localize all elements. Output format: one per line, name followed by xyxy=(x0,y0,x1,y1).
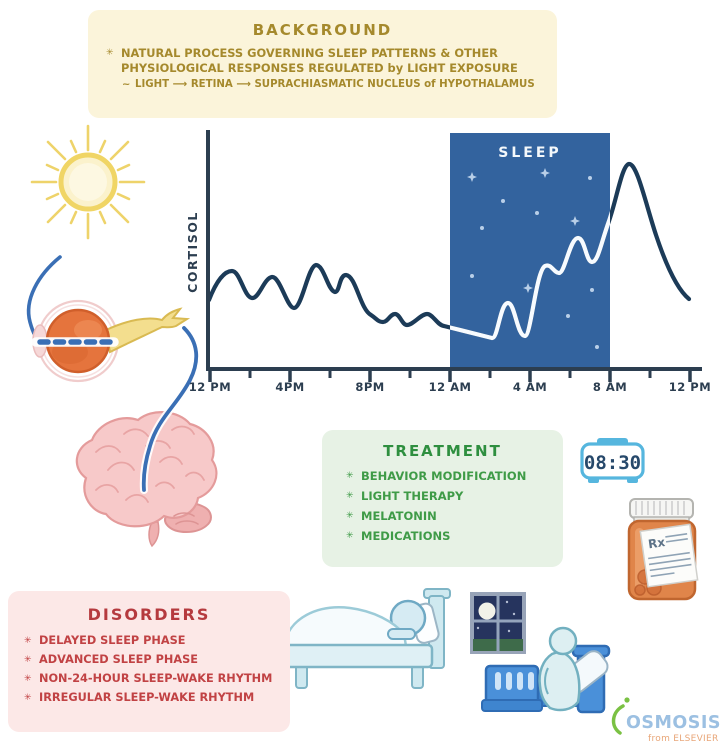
y-axis-label: CORTISOL xyxy=(185,211,200,293)
logo-leaf-icon xyxy=(611,704,625,735)
treatment-item: MEDICATIONS xyxy=(361,529,451,543)
logo-brand: OSMOSIS xyxy=(626,713,720,733)
list-item: ✳ ADVANCED SLEEP PHASE xyxy=(24,653,284,666)
disorders-title: DISORDERS xyxy=(87,605,211,624)
tick-label: 4 AM xyxy=(513,380,547,394)
tick-label: 12 PM xyxy=(189,380,231,394)
eye-icon xyxy=(31,299,191,383)
background-bullet: NATURAL PROCESS GOVERNING SLEEP PATTERNS… xyxy=(121,46,518,76)
star-icon xyxy=(570,216,580,226)
list-item: ✳ LIGHT THERAPY xyxy=(346,489,555,503)
list-item: ✳ IRREGULAR SLEEP-WAKE RHYTHM xyxy=(24,691,284,704)
background-sub-bullet: LIGHT ⟶ RETINA ⟶ SUPRACHIASMATIC NUCLEUS… xyxy=(135,79,535,91)
star-icon xyxy=(501,199,505,203)
optic-signal-path-icon xyxy=(139,324,201,494)
background-box: BACKGROUND ✳ NATURAL PROCESS GOVERNING S… xyxy=(88,10,557,118)
treatment-item: LIGHT THERAPY xyxy=(361,489,464,503)
bullet-asterisk-icon: ✳ xyxy=(24,655,32,665)
cortisol-curve xyxy=(206,161,692,341)
disorder-item: DELAYED SLEEP PHASE xyxy=(39,634,186,647)
cortisol-chart: SLEEP CORTISOL 12 PM 4PM 8PM 12 AM 4 AM … xyxy=(185,130,711,394)
list-item: ✳ DELAYED SLEEP PHASE xyxy=(24,634,284,647)
star-icon xyxy=(590,288,594,292)
rx-label: Rx xyxy=(647,535,666,551)
tick-label: 12 AM xyxy=(429,380,472,394)
background-title: BACKGROUND xyxy=(252,21,393,39)
bullet-asterisk-icon: ✳ xyxy=(346,491,354,501)
bullet-asterisk-icon: ✳ xyxy=(346,531,354,541)
optic-nerve-icon xyxy=(104,307,191,354)
arm xyxy=(387,628,416,640)
star-icon xyxy=(540,168,550,178)
osmosis-logo: OSMOSIS from ELSEVIER xyxy=(611,697,720,744)
bullet-asterisk-icon: ✳ xyxy=(24,674,32,684)
stars-in-sleep-region xyxy=(467,168,599,349)
star-icon xyxy=(566,314,570,318)
treatment-box: TREATMENT ✳ BEHAVIOR MODIFICATION ✳ LIGH… xyxy=(322,430,563,567)
list-item: ✳ NATURAL PROCESS GOVERNING SLEEP PATTER… xyxy=(106,46,543,76)
disorders-box: DISORDERS ✳ DELAYED SLEEP PHASE ✳ ADVANC… xyxy=(8,591,290,732)
bullet-asterisk-icon: ✳ xyxy=(346,471,354,481)
night-window-icon xyxy=(470,592,526,654)
blanket-icon xyxy=(282,606,408,648)
pill-bottle-icon: Rx xyxy=(627,498,699,601)
tick-label: 4PM xyxy=(275,380,304,394)
star-icon xyxy=(595,345,599,349)
person-head xyxy=(548,626,578,656)
disorder-item: ADVANCED SLEEP PHASE xyxy=(39,653,198,666)
list-item: ✳ MEDICATIONS xyxy=(346,529,555,543)
tick-label: 8PM xyxy=(355,380,384,394)
x-axis-tick-labels: 12 PM 4PM 8PM 12 AM 4 AM 8 AM 12 PM xyxy=(189,380,711,394)
list-item: ✳ MELATONIN xyxy=(346,509,555,523)
moon-icon xyxy=(478,602,496,620)
bullet-asterisk-icon: ✳ xyxy=(106,48,114,58)
disorder-item: IRREGULAR SLEEP-WAKE RHYTHM xyxy=(39,691,255,704)
star-icon xyxy=(480,226,484,230)
treatment-item: MELATONIN xyxy=(361,509,437,523)
star-icon xyxy=(535,211,539,215)
person-body xyxy=(538,650,581,712)
person-sitting-on-bed-icon xyxy=(481,626,611,714)
list-item: ✳ BEHAVIOR MODIFICATION xyxy=(346,469,555,483)
digital-clock-icon: 08:30 xyxy=(580,438,645,483)
tilde-bullet-icon: ~ xyxy=(122,79,131,91)
logo-tagline: from ELSEVIER xyxy=(648,734,719,744)
sleep-region-label: SLEEP xyxy=(498,145,561,161)
bullet-asterisk-icon: ✳ xyxy=(346,511,354,521)
cortisol-curve-in-sleep xyxy=(450,210,610,341)
tick-label: 12 PM xyxy=(669,380,711,394)
sleeping-person-icon xyxy=(280,588,451,689)
tick-label: 8 AM xyxy=(593,380,627,394)
bullet-asterisk-icon: ✳ xyxy=(24,693,32,703)
star-icon xyxy=(523,283,533,293)
sun-icon xyxy=(30,124,146,240)
star-icon xyxy=(588,176,592,180)
list-item: ✳ NON-24-HOUR SLEEP-WAKE RHYTHM xyxy=(24,672,284,685)
bed-base xyxy=(280,643,434,669)
list-sub-item: ~ LIGHT ⟶ RETINA ⟶ SUPRACHIASMATIC NUCLE… xyxy=(122,79,543,90)
treatment-item: BEHAVIOR MODIFICATION xyxy=(361,469,527,483)
treatment-title: TREATMENT xyxy=(383,442,502,460)
star-icon xyxy=(470,274,474,278)
x-axis-ticks xyxy=(208,369,692,382)
clock-time: 08:30 xyxy=(584,452,641,474)
logo-dot-icon xyxy=(624,697,630,703)
bullet-asterisk-icon: ✳ xyxy=(24,636,32,646)
star-icon xyxy=(467,172,477,182)
disorder-item: NON-24-HOUR SLEEP-WAKE RHYTHM xyxy=(39,672,273,685)
